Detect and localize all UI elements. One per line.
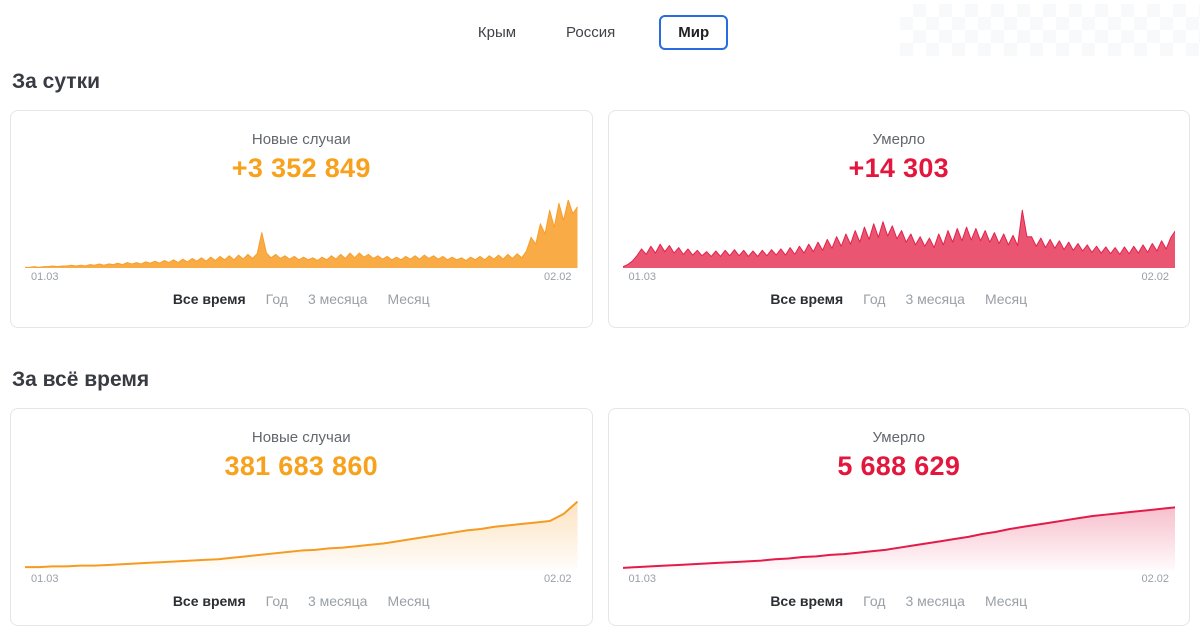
range-option-year[interactable]: Год: [265, 593, 288, 609]
range-option-year[interactable]: Год: [863, 593, 886, 609]
total-cases-chart: [25, 498, 578, 570]
all-time-cards-row: Новые случаи 381 683 860 01.03 02.02 Все…: [10, 408, 1190, 626]
axis-start-label: 01.03: [628, 271, 657, 283]
section-daily: За сутки Новые случаи +3 352 849 01.03 0…: [10, 70, 1190, 328]
section-all-time: За всё время Новые случаи 381 683 860 01…: [10, 368, 1190, 626]
region-tabs: Крым Россия Мир: [0, 0, 1200, 50]
card-total-cases: Новые случаи 381 683 860 01.03 02.02 Все…: [10, 408, 593, 626]
range-option-all-time[interactable]: Все время: [770, 291, 844, 307]
daily-deaths-chart: [622, 200, 1175, 268]
tab-krym[interactable]: Крым: [472, 16, 522, 49]
total-deaths-value: 5 688 629: [837, 451, 961, 481]
daily-deaths-chart-svg: [622, 200, 1175, 268]
range-selector: Все время Год 3 месяца Месяц: [11, 593, 592, 609]
x-axis: 01.03 02.02: [609, 271, 1190, 283]
range-option-all-time[interactable]: Все время: [770, 593, 844, 609]
card-daily-deaths: Умерло +14 303 01.03 02.02 Все время Год…: [607, 110, 1190, 328]
total-cases-chart-svg: [25, 498, 578, 570]
card-daily-new-cases: Новые случаи +3 352 849 01.03 02.02 Все …: [10, 110, 593, 328]
daily-deaths-value: +14 303: [848, 153, 949, 183]
range-option-3-months[interactable]: 3 месяца: [307, 291, 368, 307]
x-axis: 01.03 02.02: [609, 573, 1190, 585]
range-selector: Все время Год 3 месяца Месяц: [609, 593, 1190, 609]
total-deaths-chart: [622, 498, 1175, 570]
range-option-month[interactable]: Месяц: [387, 291, 430, 307]
range-option-all-time[interactable]: Все время: [172, 593, 246, 609]
card-title: Новые случаи: [251, 131, 351, 148]
axis-start-label: 01.03: [628, 573, 657, 585]
card-title: Умерло: [872, 131, 926, 148]
daily-new-cases-value: +3 352 849: [231, 153, 371, 183]
card-total-deaths: Умерло 5 688 629 01.03 02.02 Все время Г…: [607, 408, 1190, 626]
stats-page: За сутки Новые случаи +3 352 849 01.03 0…: [0, 70, 1200, 626]
tab-russia[interactable]: Россия: [560, 16, 621, 49]
axis-start-label: 01.03: [31, 573, 59, 585]
range-selector: Все время Год 3 месяца Месяц: [11, 291, 592, 307]
daily-new-cases-chart-svg: [25, 200, 578, 268]
range-option-year[interactable]: Год: [265, 291, 288, 307]
range-option-all-time[interactable]: Все время: [172, 291, 246, 307]
total-deaths-chart-svg: [622, 498, 1175, 570]
axis-end-label: 02.02: [543, 573, 572, 585]
axis-start-label: 01.03: [31, 271, 59, 283]
card-title: Умерло: [872, 429, 926, 446]
daily-new-cases-chart: [25, 200, 578, 268]
range-option-3-months[interactable]: 3 месяца: [905, 291, 965, 307]
range-option-3-months[interactable]: 3 месяца: [307, 593, 368, 609]
range-option-month[interactable]: Месяц: [984, 291, 1028, 307]
range-option-year[interactable]: Год: [863, 291, 886, 307]
axis-end-label: 02.02: [1141, 573, 1169, 585]
x-axis: 01.03 02.02: [11, 271, 592, 283]
total-cases-value: 381 683 860: [224, 451, 378, 481]
tab-mir[interactable]: Мир: [659, 14, 729, 50]
daily-cards-row: Новые случаи +3 352 849 01.03 02.02 Все …: [10, 110, 1190, 328]
range-selector: Все время Год 3 месяца Месяц: [609, 291, 1190, 307]
axis-end-label: 02.02: [1141, 271, 1169, 283]
range-option-month[interactable]: Месяц: [984, 593, 1028, 609]
card-title: Новые случаи: [251, 429, 351, 446]
axis-end-label: 02.02: [543, 271, 572, 283]
x-axis: 01.03 02.02: [11, 573, 592, 585]
range-option-month[interactable]: Месяц: [387, 593, 430, 609]
range-option-3-months[interactable]: 3 месяца: [905, 593, 965, 609]
section-all-time-heading: За всё время: [12, 368, 150, 391]
section-daily-heading: За сутки: [12, 70, 100, 93]
